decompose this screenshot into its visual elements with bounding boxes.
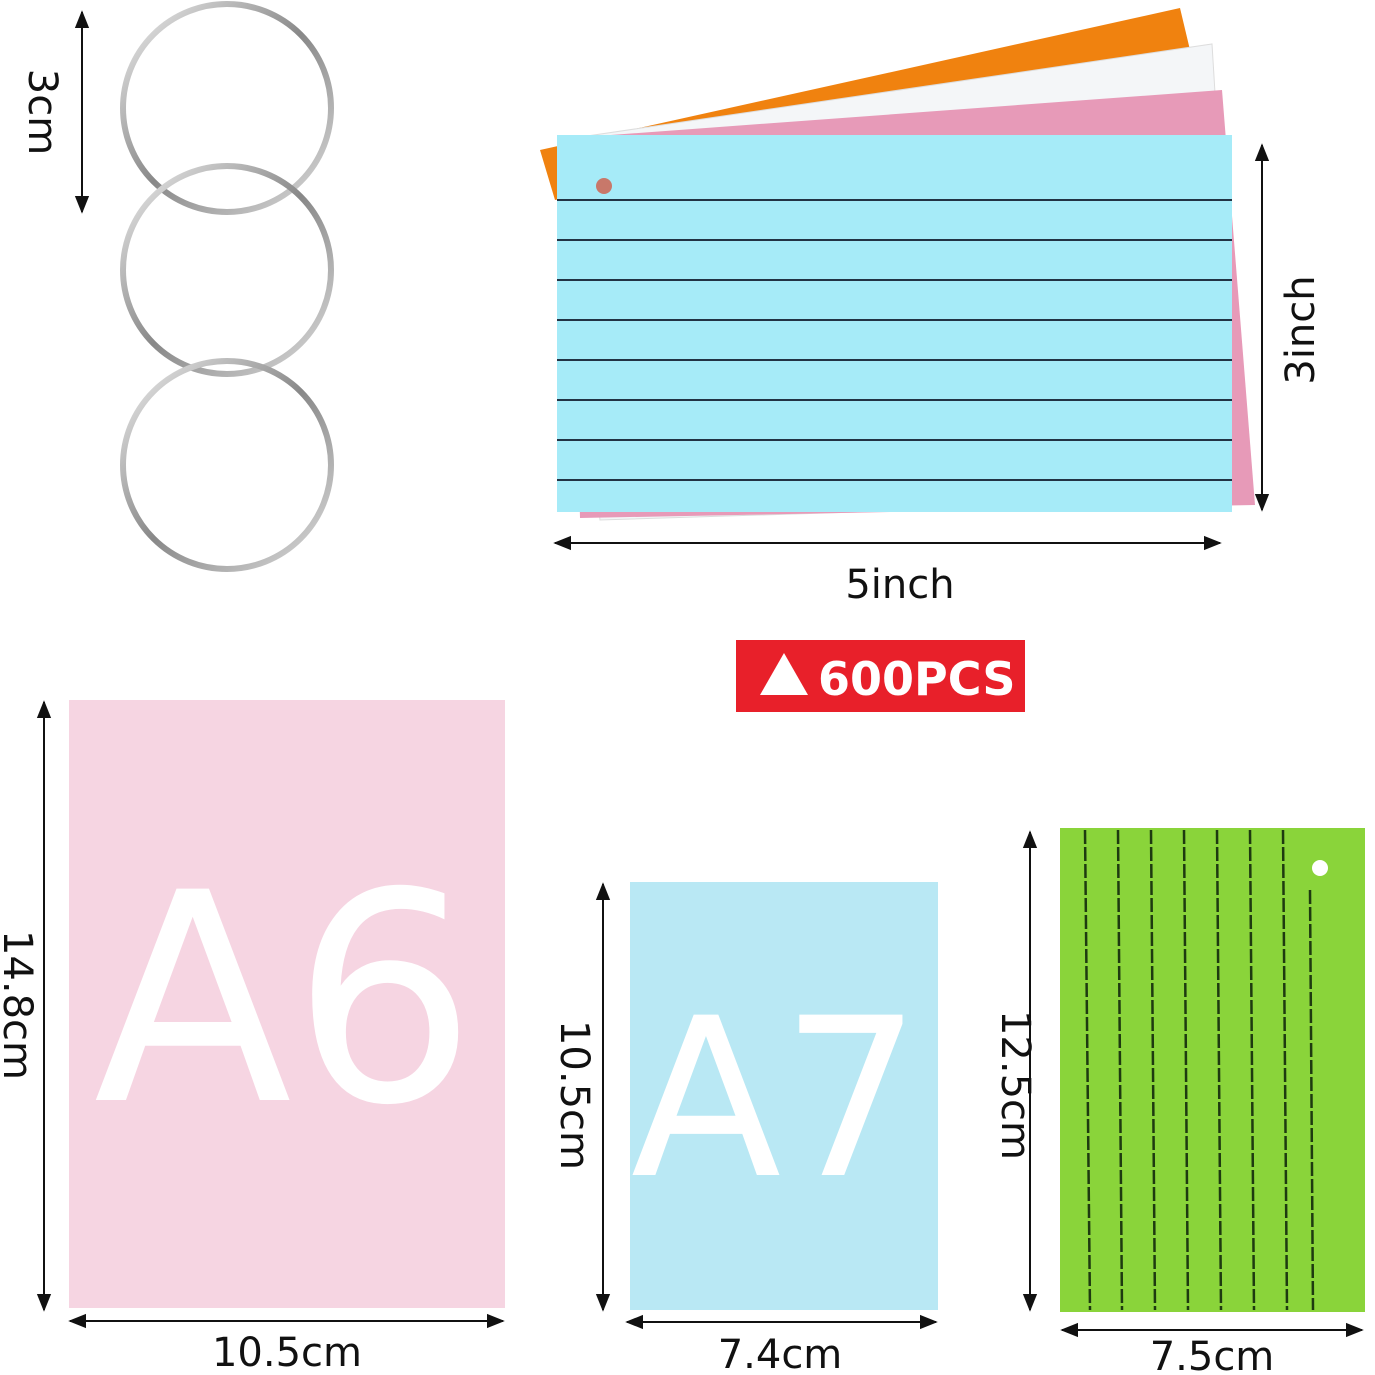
- green-height-label: 12.5cm: [992, 1010, 1038, 1160]
- card-stack: [540, 8, 1255, 521]
- a6-card: [69, 700, 505, 1308]
- badge-text: 600PCS: [818, 652, 1015, 706]
- rings: [120, 1, 334, 572]
- a7-label: A7: [631, 971, 921, 1227]
- a7-height-label: 10.5cm: [551, 1020, 597, 1170]
- ring-height-label: 3cm: [19, 69, 65, 155]
- a7-width-label: 7.4cm: [718, 1332, 843, 1375]
- a6-width-label: 10.5cm: [212, 1330, 362, 1375]
- a7-card: [630, 882, 938, 1310]
- card-height-label: 3inch: [1278, 275, 1324, 384]
- card-width-label: 5inch: [845, 562, 954, 608]
- a6-height-label: 14.8cm: [0, 930, 40, 1080]
- green-card: [1060, 828, 1365, 1312]
- a6-label: A6: [94, 832, 477, 1169]
- green-width-label: 7.5cm: [1150, 1334, 1275, 1375]
- badge-triangle: [760, 653, 808, 695]
